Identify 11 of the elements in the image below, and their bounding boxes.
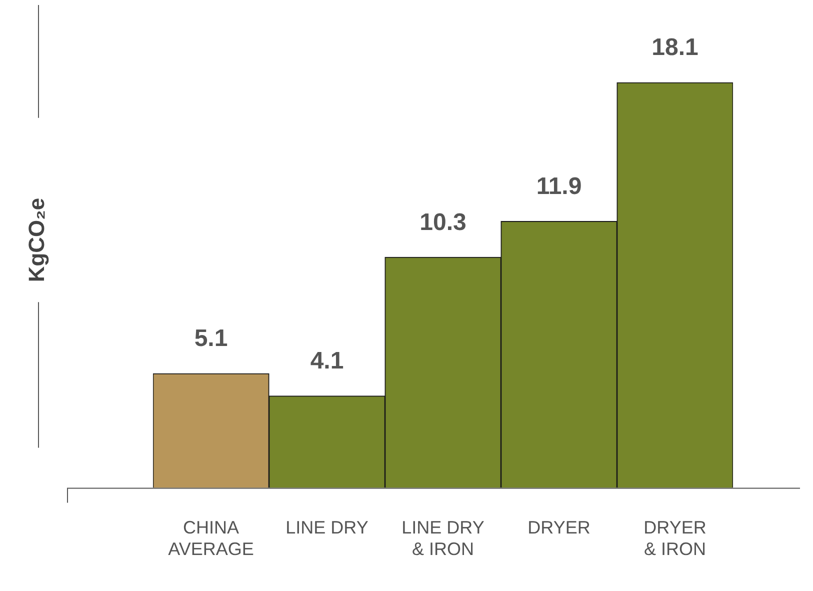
data-label: 5.1 — [194, 325, 228, 352]
x-tick-label: LINE DRY & IRON — [402, 518, 484, 560]
x-tick-label: DRYER & IRON — [644, 518, 706, 560]
x-tick-label: LINE DRY — [286, 518, 368, 538]
data-label: 11.9 — [536, 172, 582, 200]
x-tick-label: DRYER — [528, 518, 590, 538]
x-tick-label: CHINA AVERAGE — [168, 518, 254, 560]
data-label: 18.1 — [652, 34, 698, 62]
data-label: 10.3 — [420, 208, 466, 236]
y-axis-title: KgCO₂e — [24, 198, 50, 282]
data-label: 4.1 — [310, 348, 344, 375]
